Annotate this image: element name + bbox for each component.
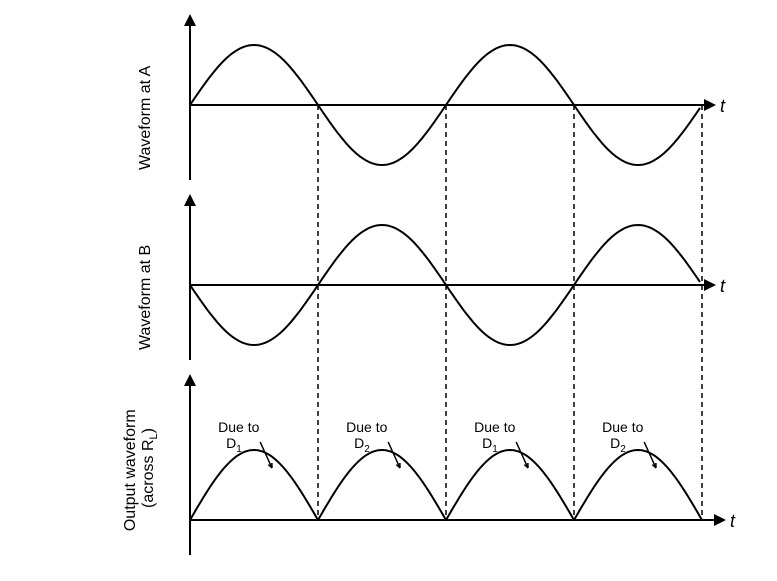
panel-out-annotations: Due toD1Due toD2Due toD1Due toD2 [218, 419, 656, 468]
rectifier-waveform-diagram: Waveform at A t Waveform at B t Output w… [0, 0, 777, 581]
vertical-dash-lines [318, 105, 702, 520]
hump-annotation: Due toD2 [602, 419, 656, 468]
annotation-label: Due to [346, 419, 387, 435]
annotation-label-d: D1 [482, 435, 498, 455]
annotation-label: Due to [218, 419, 259, 435]
panel-b-ylabel: Waveform at B [137, 245, 154, 350]
panel-b-xlabel: t [720, 276, 726, 296]
panel-b: Waveform at B t [137, 200, 726, 360]
annotation-label-d: D2 [354, 435, 370, 455]
annotation-label: Due to [602, 419, 643, 435]
annotation-label: Due to [474, 419, 515, 435]
panel-out: Output waveform (across RL) t Due toD1Du… [122, 380, 736, 555]
panel-out-ylabel: Output waveform (across RL) [122, 405, 160, 531]
hump-annotation: Due toD2 [346, 419, 400, 468]
panel-a-xlabel: t [720, 96, 726, 116]
annotation-label-d: D1 [226, 435, 242, 455]
hump-annotation: Due toD1 [218, 419, 272, 468]
panel-a: Waveform at A t [137, 20, 726, 180]
hump-annotation: Due toD1 [474, 419, 528, 468]
annotation-label-d: D2 [610, 435, 626, 455]
panel-out-xlabel: t [730, 511, 736, 531]
panel-a-ylabel: Waveform at A [137, 65, 154, 170]
